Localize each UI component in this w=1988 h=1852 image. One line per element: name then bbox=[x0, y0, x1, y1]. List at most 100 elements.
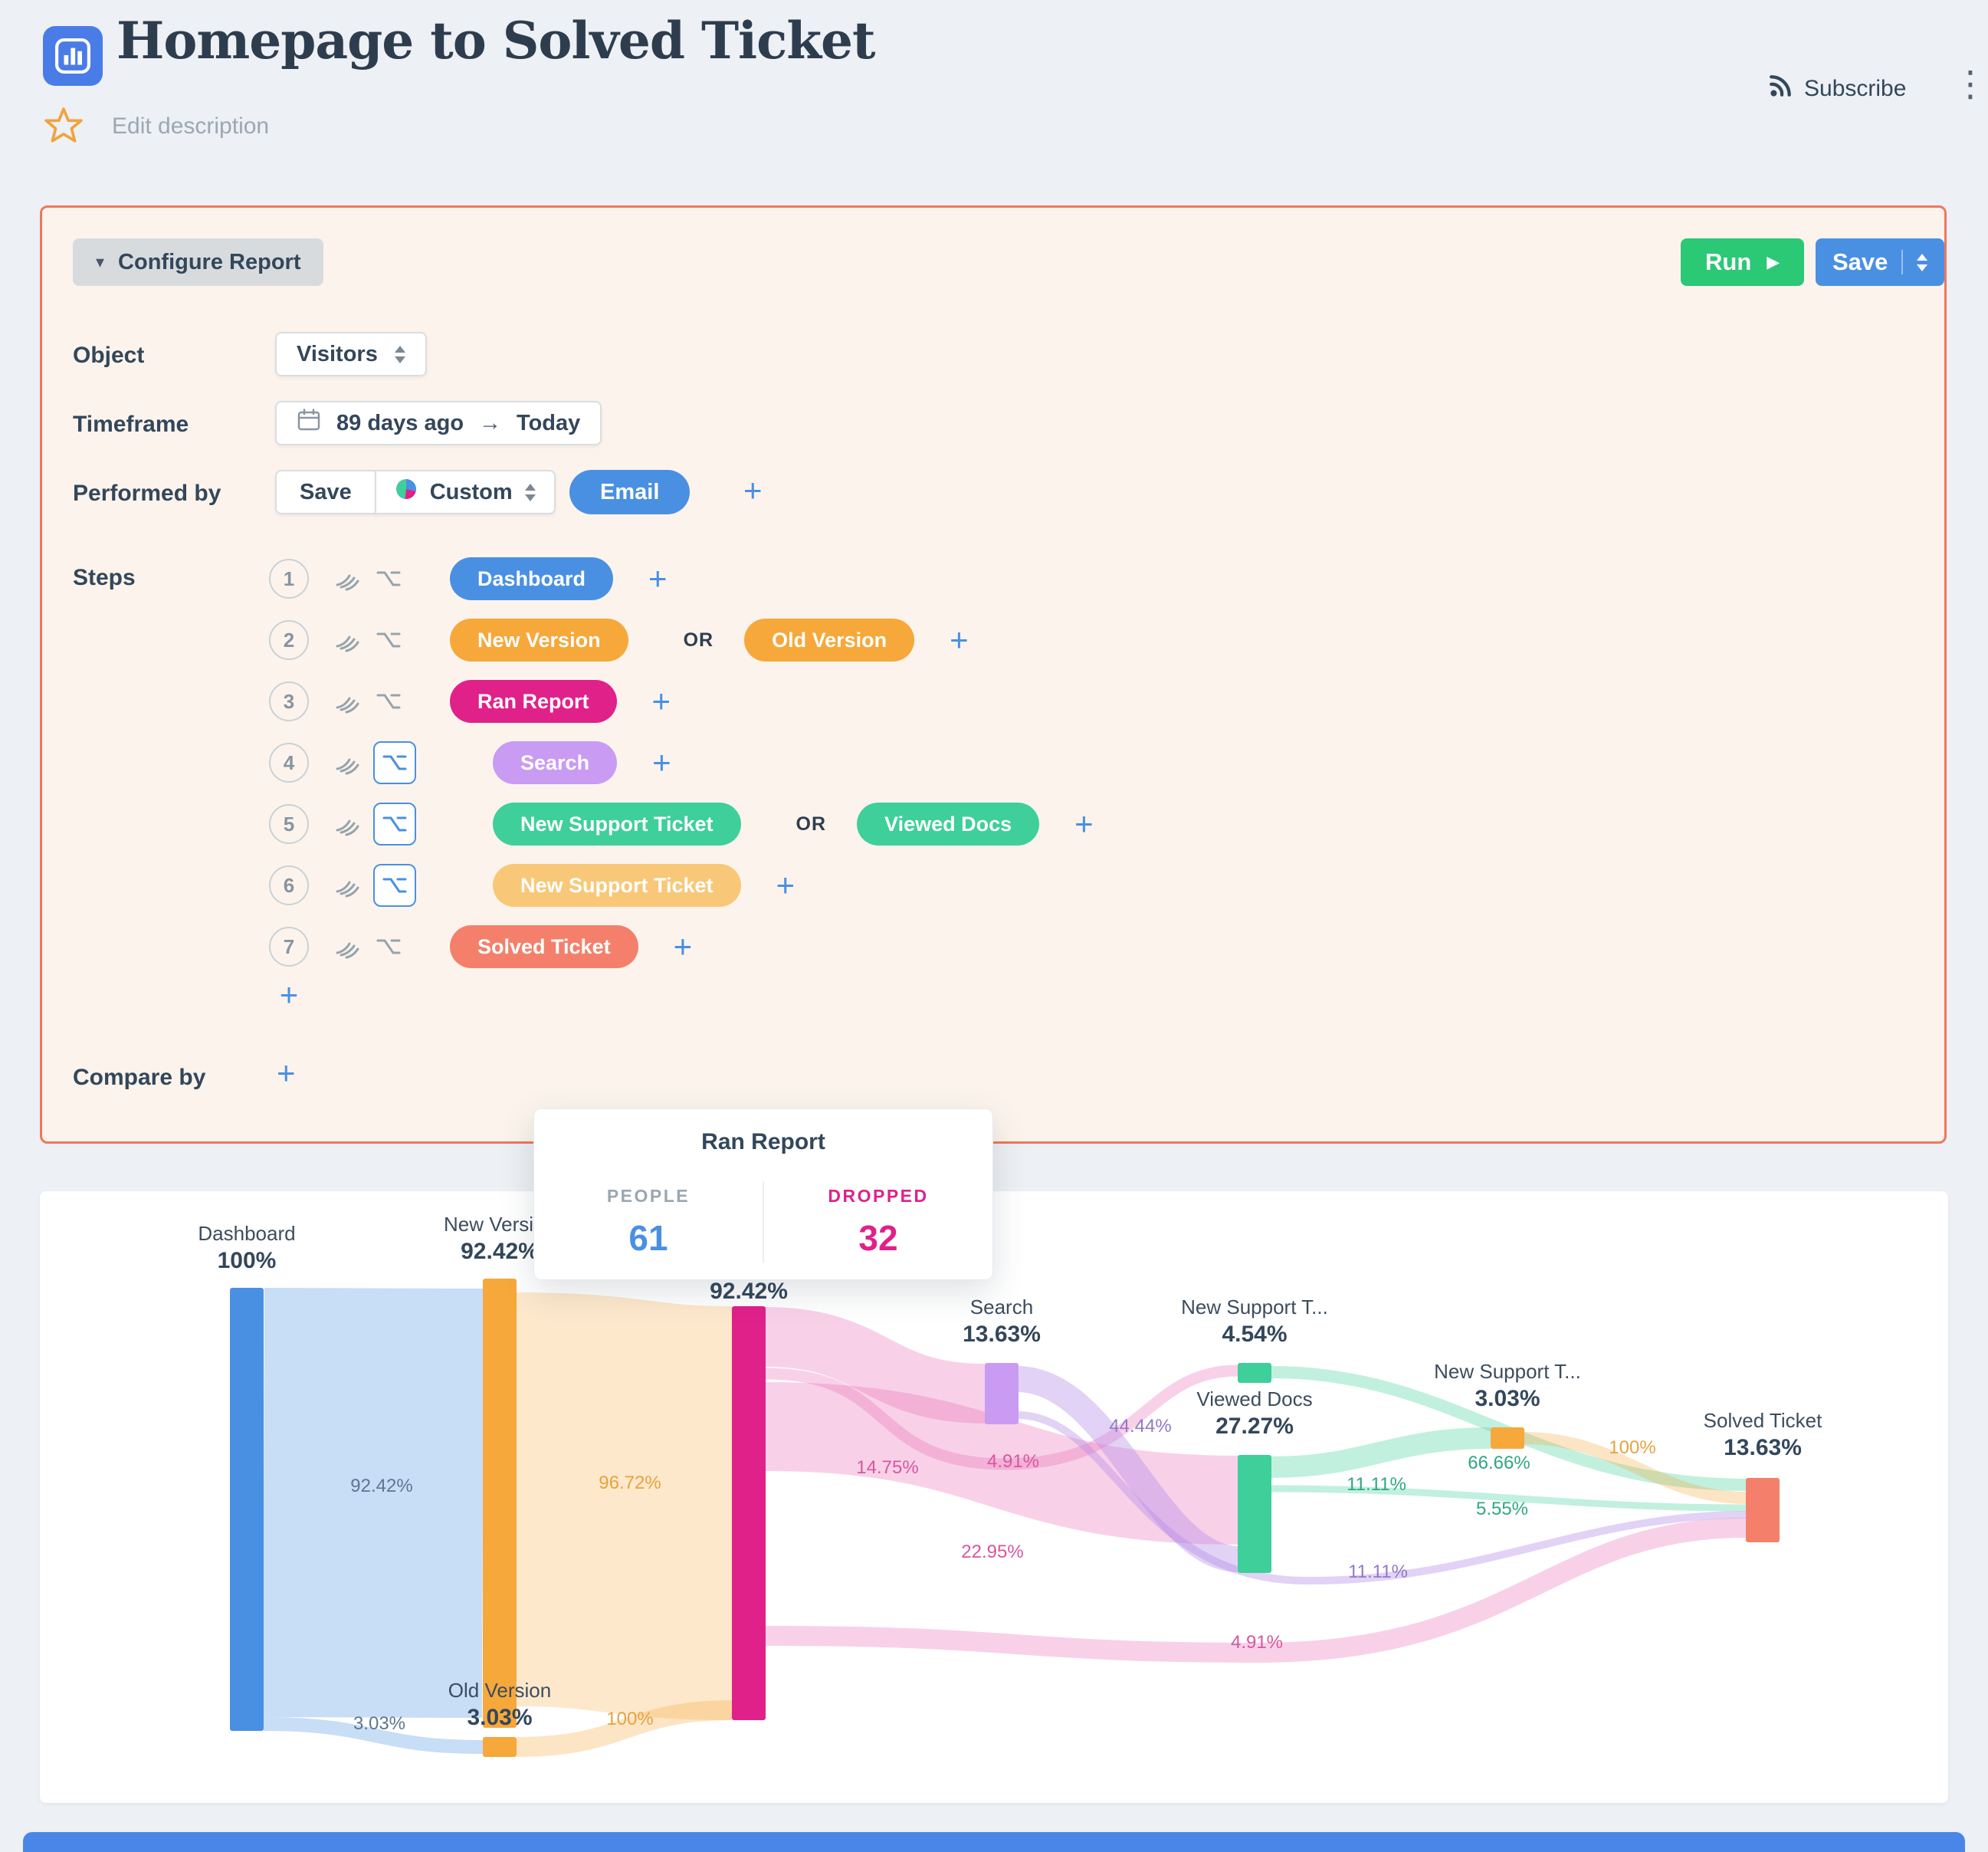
step-tooltip: Ran Report PEOPLE 61 DROPPED 32 bbox=[533, 1108, 993, 1280]
performed-action-icon[interactable] bbox=[332, 689, 362, 714]
performed-save-button[interactable]: Save bbox=[275, 470, 376, 514]
optional-step-toggle-active[interactable] bbox=[373, 741, 416, 784]
performed-email-pill[interactable]: Email bbox=[569, 470, 691, 514]
object-value: Visitors bbox=[297, 341, 378, 366]
save-button[interactable]: Save bbox=[1816, 238, 1945, 286]
node-pct: 100% bbox=[218, 1248, 277, 1273]
node-new-version[interactable] bbox=[483, 1279, 517, 1728]
flow-label: 14.75% bbox=[856, 1457, 918, 1478]
node-dashboard[interactable] bbox=[230, 1288, 264, 1731]
node-old-version[interactable] bbox=[483, 1737, 517, 1757]
node-new-support-ticket[interactable] bbox=[1238, 1363, 1271, 1383]
node-ran-report[interactable] bbox=[732, 1306, 766, 1720]
flow-dashboard-new-version bbox=[263, 1288, 484, 1718]
play-icon: ▶ bbox=[1767, 252, 1780, 271]
add-condition-icon[interactable]: + bbox=[950, 622, 969, 658]
add-condition-icon[interactable]: + bbox=[673, 928, 693, 964]
node-pct: 4.54% bbox=[1222, 1322, 1287, 1347]
performed-action-icon[interactable] bbox=[332, 566, 362, 591]
step-pill-new-version[interactable]: New Version bbox=[450, 619, 628, 662]
dropped-value[interactable]: 32 bbox=[858, 1217, 898, 1258]
step-row-5: 5 New Support Ticket OR Viewed Docs + bbox=[269, 800, 1094, 849]
node-search[interactable] bbox=[985, 1363, 1019, 1424]
optional-step-icon[interactable] bbox=[373, 692, 404, 711]
node-viewed-docs[interactable] bbox=[1238, 1455, 1271, 1573]
performed-custom-select[interactable]: Custom bbox=[374, 470, 556, 514]
node-pct: 13.63% bbox=[963, 1322, 1041, 1347]
performed-by-label: Performed by bbox=[73, 481, 221, 506]
performed-save-label: Save bbox=[300, 479, 352, 504]
node-solved-ticket[interactable] bbox=[1746, 1478, 1780, 1542]
arrow-right-icon: → bbox=[479, 410, 502, 435]
performed-action-icon[interactable] bbox=[332, 750, 362, 775]
select-arrows-icon bbox=[524, 483, 536, 501]
or-label: OR bbox=[683, 629, 714, 651]
save-options-icon[interactable] bbox=[1917, 253, 1928, 271]
add-condition-icon[interactable]: + bbox=[648, 560, 668, 596]
step-pill-new-support-ticket[interactable]: New Support Ticket bbox=[493, 803, 741, 846]
node-pct: 3.03% bbox=[467, 1705, 532, 1730]
node-label: Old Version bbox=[448, 1679, 551, 1702]
flow-label: 4.91% bbox=[987, 1451, 1039, 1472]
performed-action-icon[interactable] bbox=[332, 873, 362, 898]
optional-step-toggle-active[interactable] bbox=[373, 803, 416, 846]
flow-label: 100% bbox=[1609, 1437, 1655, 1458]
save-label: Save bbox=[1832, 248, 1888, 275]
run-button[interactable]: Run ▶ bbox=[1681, 238, 1805, 286]
pie-chart-icon bbox=[395, 478, 418, 507]
step-pill-old-version[interactable]: Old Version bbox=[744, 619, 915, 662]
add-condition-icon[interactable]: + bbox=[1074, 806, 1094, 842]
add-condition-icon[interactable]: + bbox=[776, 867, 796, 903]
step-row-7: 7 Solved Ticket + bbox=[269, 922, 692, 971]
timeframe-to: Today bbox=[517, 410, 581, 435]
kebab-menu-icon[interactable]: ⋮ bbox=[1953, 64, 1988, 103]
flow-label: 44.44% bbox=[1109, 1416, 1171, 1437]
step-pill-dashboard[interactable]: Dashboard bbox=[450, 557, 614, 600]
flow-new-version-ran-report bbox=[515, 1292, 733, 1720]
flow-label: 4.91% bbox=[1231, 1632, 1283, 1653]
optional-step-toggle-active[interactable] bbox=[373, 864, 416, 907]
step-pill-new-support-ticket-2[interactable]: New Support Ticket bbox=[493, 864, 741, 907]
step-pill-viewed-docs[interactable]: Viewed Docs bbox=[857, 803, 1040, 846]
flow-viewed-docs-solved bbox=[1271, 1485, 1747, 1512]
subscribe-label: Subscribe bbox=[1804, 76, 1907, 101]
step-row-6: 6 New Support Ticket + bbox=[269, 861, 795, 910]
run-label: Run bbox=[1705, 248, 1752, 275]
performed-action-icon[interactable] bbox=[332, 812, 362, 836]
optional-step-icon[interactable] bbox=[373, 631, 404, 649]
edit-description[interactable]: Edit description bbox=[112, 113, 270, 139]
flow-old-version-ran-report bbox=[516, 1700, 733, 1757]
people-value[interactable]: 61 bbox=[628, 1217, 668, 1258]
flow-search-viewed-docs bbox=[1017, 1366, 1239, 1572]
node-new-support-ticket-6[interactable] bbox=[1491, 1427, 1524, 1449]
step-number: 1 bbox=[269, 559, 309, 599]
step-number: 5 bbox=[269, 804, 309, 844]
add-compare-icon[interactable]: + bbox=[277, 1055, 296, 1091]
add-condition-icon[interactable]: + bbox=[652, 744, 671, 780]
object-select[interactable]: Visitors bbox=[275, 332, 427, 376]
timeframe-picker[interactable]: 89 days ago → Today bbox=[275, 401, 602, 445]
people-label: PEOPLE bbox=[606, 1185, 691, 1206]
add-step-icon[interactable]: + bbox=[279, 977, 299, 1013]
tooltip-dropped: DROPPED 32 bbox=[764, 1175, 992, 1269]
subscribe-button[interactable]: Subscribe bbox=[1769, 74, 1906, 104]
step-pill-solved-ticket[interactable]: Solved Ticket bbox=[450, 925, 638, 968]
flow-label: 3.03% bbox=[353, 1713, 405, 1734]
performed-action-icon[interactable] bbox=[332, 934, 362, 959]
optional-step-icon[interactable] bbox=[373, 937, 404, 956]
step-pill-ran-report[interactable]: Ran Report bbox=[450, 680, 617, 723]
configure-report-button[interactable]: ▾ Configure Report bbox=[73, 238, 324, 286]
favorite-star-icon[interactable] bbox=[44, 106, 83, 148]
optional-step-icon[interactable] bbox=[373, 570, 404, 588]
step-row-4: 4 Search + bbox=[269, 738, 671, 787]
chart-glyph bbox=[55, 38, 90, 74]
flow-ran-report-solved bbox=[765, 1518, 1747, 1663]
add-performer-icon[interactable]: + bbox=[743, 472, 763, 508]
add-condition-icon[interactable]: + bbox=[651, 683, 671, 719]
node-label: Dashboard bbox=[198, 1222, 295, 1245]
performed-action-icon[interactable] bbox=[332, 628, 362, 652]
step-pill-search[interactable]: Search bbox=[493, 741, 618, 784]
timeframe-label: Timeframe bbox=[73, 412, 189, 437]
step-number: 6 bbox=[269, 865, 309, 905]
calendar-icon bbox=[297, 408, 321, 438]
